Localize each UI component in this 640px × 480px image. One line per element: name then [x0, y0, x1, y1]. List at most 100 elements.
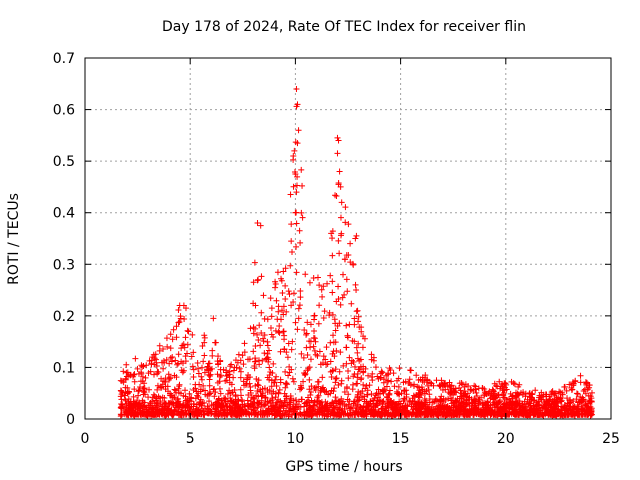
data-point [353, 287, 360, 294]
data-point [330, 332, 337, 339]
data-point [390, 370, 397, 377]
data-point [292, 319, 299, 326]
data-point [158, 375, 165, 382]
data-point [295, 127, 302, 134]
data-point [230, 367, 237, 374]
data-point [280, 303, 287, 310]
data-point [338, 380, 345, 387]
x-tick-label: 0 [81, 431, 90, 447]
data-point [280, 403, 287, 410]
data-point [368, 390, 375, 397]
data-point [511, 381, 518, 388]
data-point [388, 378, 395, 385]
data-point [373, 400, 380, 407]
data-point [425, 382, 432, 389]
data-point [304, 351, 311, 358]
data-point [365, 372, 372, 379]
data-point [260, 408, 267, 415]
x-tick-label: 5 [186, 431, 195, 447]
data-point [284, 381, 291, 388]
data-point [471, 382, 478, 389]
data-point [345, 367, 352, 374]
data-point [271, 411, 278, 418]
data-point [453, 398, 460, 405]
data-point [557, 412, 564, 419]
data-point [139, 363, 146, 370]
data-point [181, 344, 188, 351]
data-point [124, 384, 131, 391]
data-point [217, 357, 224, 364]
data-point [481, 389, 488, 396]
data-point [213, 401, 220, 408]
data-point [140, 403, 147, 410]
data-point [206, 406, 213, 413]
data-point [321, 412, 328, 419]
data-point [496, 399, 503, 406]
data-point [581, 408, 588, 415]
data-point [320, 353, 327, 360]
data-point [422, 406, 429, 413]
data-point [328, 409, 335, 416]
data-point [371, 395, 378, 402]
data-point [175, 360, 182, 367]
data-point [332, 398, 339, 405]
data-point [287, 262, 294, 269]
data-point [290, 183, 297, 190]
data-point [372, 364, 379, 371]
data-point [328, 230, 335, 237]
data-point [228, 381, 235, 388]
data-point [356, 404, 363, 411]
data-point [298, 350, 305, 357]
data-point [267, 295, 274, 302]
data-point [287, 191, 294, 198]
data-point [323, 388, 330, 395]
data-point [273, 297, 280, 304]
data-point [173, 334, 180, 341]
data-point [176, 319, 183, 326]
data-point [169, 353, 176, 360]
data-point [184, 327, 191, 334]
data-point [261, 402, 268, 409]
data-point [239, 398, 246, 405]
data-point [215, 360, 222, 367]
data-point [343, 322, 350, 329]
data-point [515, 391, 522, 398]
data-point [180, 402, 187, 409]
data-point [335, 283, 342, 290]
data-point [239, 352, 246, 359]
data-point [540, 412, 547, 419]
data-point [471, 400, 478, 407]
data-point [312, 351, 319, 358]
data-point [267, 397, 274, 404]
data-point [349, 386, 356, 393]
data-point [251, 365, 258, 372]
data-point [267, 325, 274, 332]
data-point [362, 365, 369, 372]
data-point [190, 373, 197, 380]
data-point [305, 411, 312, 418]
data-point [282, 368, 289, 375]
data-point [328, 374, 335, 381]
data-point [200, 358, 207, 365]
data-point [355, 313, 362, 320]
data-point [535, 410, 542, 417]
data-point [276, 322, 283, 329]
data-point [276, 404, 283, 411]
data-point [307, 344, 314, 351]
data-point [260, 292, 267, 299]
data-point [402, 402, 409, 409]
data-point [256, 399, 263, 406]
data-point [227, 363, 234, 370]
data-point [188, 398, 195, 405]
data-point [330, 403, 337, 410]
data-point [343, 385, 350, 392]
y-tick-label: 0.3 [53, 257, 75, 273]
data-point [375, 375, 382, 382]
data-point [281, 399, 288, 406]
data-point [554, 408, 561, 415]
data-point [343, 344, 350, 351]
data-point [337, 301, 344, 308]
data-point [335, 382, 342, 389]
data-point [124, 389, 131, 396]
data-point [299, 214, 306, 221]
